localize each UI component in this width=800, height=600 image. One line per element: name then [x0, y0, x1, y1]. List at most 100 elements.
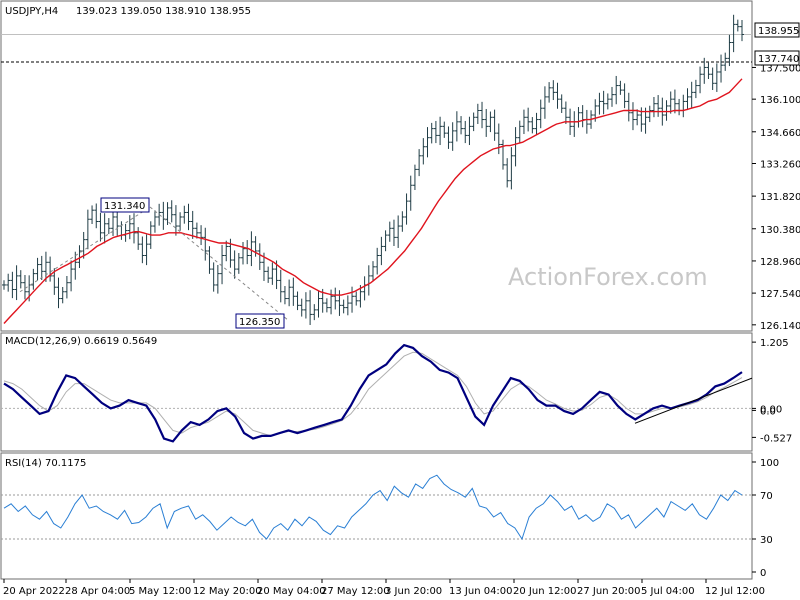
price-bar	[509, 147, 514, 190]
price-bar	[56, 277, 61, 309]
x-tick-label: 5 May 12:00	[129, 586, 191, 597]
price-bar	[526, 107, 531, 132]
price-bar	[308, 290, 313, 325]
price-bar	[605, 93, 610, 110]
price-bar	[379, 236, 384, 266]
price-bar	[714, 63, 719, 92]
price-bar	[18, 270, 23, 289]
price-bar	[412, 164, 417, 191]
price-bar	[710, 67, 715, 91]
price-bar	[731, 14, 736, 53]
chart-ohlc: 139.023 139.050 138.910 138.955	[76, 6, 251, 17]
price-bar	[618, 80, 623, 95]
price-bar	[488, 111, 493, 133]
price-bar	[664, 100, 669, 121]
price-bar	[689, 81, 694, 108]
price-bar	[698, 66, 703, 94]
price-bar	[459, 116, 464, 135]
x-tick-label: 28 Apr 04:00	[65, 586, 130, 597]
price-bar	[178, 212, 183, 231]
annotation-low: 126.350	[235, 313, 285, 329]
price-bar	[723, 52, 728, 71]
rsi-tick-label: 0	[760, 568, 766, 579]
price-tick-label: 136.100	[760, 95, 800, 106]
price-bar	[647, 105, 652, 123]
annotation-high: 131.340	[100, 197, 150, 213]
price-bar	[203, 227, 208, 261]
price-bar	[626, 92, 631, 122]
price-bar	[69, 260, 74, 292]
price-bar	[22, 275, 27, 300]
price-bar	[685, 88, 690, 111]
price-panel-frame	[0, 0, 753, 332]
price-bar	[371, 261, 375, 282]
price-tick-label: 131.820	[760, 192, 800, 203]
price-bar	[484, 108, 489, 137]
price-bar	[295, 291, 300, 311]
price-bar	[190, 210, 195, 239]
price-bar	[253, 236, 258, 257]
price-bar	[152, 210, 157, 233]
price-tick-label: 133.260	[760, 160, 800, 171]
rsi-tick-label: 70	[760, 491, 773, 502]
price-bar	[668, 91, 673, 114]
price-tag-text: 138.955	[758, 26, 799, 37]
price-bar	[169, 200, 174, 223]
price-bar	[14, 265, 19, 301]
price-bar	[173, 205, 178, 236]
price-bar	[73, 251, 78, 280]
price-bar	[429, 122, 434, 144]
price-bar	[467, 116, 472, 146]
price-bar	[136, 227, 141, 250]
macd-tick-label: -0.527	[760, 433, 792, 444]
price-bar	[630, 102, 635, 131]
price-bar	[186, 203, 191, 231]
price-tick-label: 130.380	[760, 225, 800, 236]
price-bar	[517, 120, 522, 144]
x-tick-label: 3 Jun 20:00	[385, 586, 442, 597]
chart-symbol: USDJPY,H4	[5, 6, 58, 17]
price-bar	[182, 205, 187, 224]
price-bar	[719, 54, 724, 83]
price-bar	[375, 247, 380, 275]
price-bar	[43, 251, 48, 282]
price-bar	[693, 79, 698, 99]
price-bar	[90, 205, 95, 225]
price-bar	[513, 127, 518, 167]
price-bar	[505, 158, 510, 188]
price-bar	[387, 221, 392, 242]
price-bar	[127, 215, 132, 240]
annotation-high-text: 131.340	[104, 201, 145, 212]
guide-line-up	[19, 206, 151, 293]
price-bar	[538, 99, 543, 129]
price-bar	[446, 126, 451, 149]
price-tick-label: 126.140	[760, 321, 800, 332]
macd-label: MACD(12,26,9) 0.6619 0.5649	[5, 336, 157, 347]
x-tick-label: 13 Jun 04:00	[449, 586, 513, 597]
price-bar	[106, 218, 111, 235]
price-bar	[249, 231, 254, 267]
price-bar	[31, 268, 36, 290]
price-bar	[266, 266, 271, 283]
price-bar	[404, 193, 409, 225]
price-bar	[656, 95, 661, 117]
price-bar	[417, 149, 422, 177]
price-bar	[463, 120, 468, 144]
price-bar	[450, 122, 455, 151]
price-bar	[425, 127, 430, 158]
x-tick-label: 27 May 12:00	[321, 586, 390, 597]
price-bar	[421, 138, 426, 165]
rsi-tick-label: 30	[760, 535, 773, 546]
price-bar	[454, 111, 459, 142]
price-bar	[563, 101, 568, 124]
price-bar	[496, 123, 501, 155]
price-tick-label: 137.500	[760, 63, 800, 74]
price-bar	[614, 75, 619, 105]
price-bar	[324, 298, 329, 313]
price-bar	[165, 202, 170, 225]
price-bar	[232, 250, 237, 279]
x-tick-label: 20 May 04:00	[257, 586, 326, 597]
macd-tick-label: 0.0	[760, 406, 776, 417]
price-bar	[6, 273, 11, 292]
price-bar	[706, 62, 711, 79]
